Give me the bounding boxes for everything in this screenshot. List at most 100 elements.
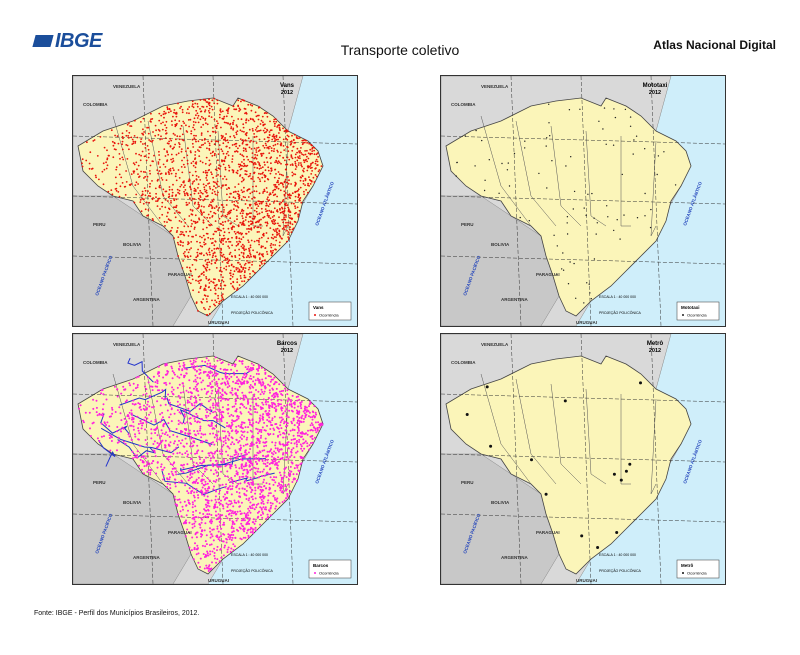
occurrence-dot [274,441,277,444]
occurrence-dot [196,470,199,473]
occurrence-dot [189,360,192,363]
occurrence-dot [198,150,201,152]
occurrence-dot [249,192,252,195]
occurrence-dot [292,227,295,230]
occurrence-dot [226,475,229,478]
occurrence-dot [227,164,230,167]
occurrence-dot [246,398,249,401]
occurrence-dot [239,138,242,140]
occurrence-dot [217,498,220,501]
occurrence-dot [95,406,98,409]
occurrence-dot [273,497,276,499]
occurrence-dot [159,437,161,439]
state-border [480,373,532,485]
occurrence-dot [235,453,237,456]
occurrence-dot [290,202,293,205]
occurrence-dot [191,365,193,368]
map-label: BOLIVIA [491,242,510,247]
occurrence-dot [204,171,207,174]
occurrence-dot [254,520,257,523]
occurrence-dot [250,148,253,150]
occurrence-dot [260,207,263,210]
occurrence-dot [232,123,234,126]
occurrence-dot [265,187,268,189]
occurrence-dot [197,149,199,151]
occurrence-dot [214,240,217,243]
occurrence-dot [276,210,279,213]
occurrence-dot [248,421,251,424]
occurrence-dot [191,213,194,216]
occurrence-dot [245,494,248,497]
occurrence-dot [247,213,250,215]
occurrence-dot [215,390,218,393]
occurrence-dot [243,456,246,459]
occurrence-dot [201,161,204,164]
occurrence-dot [254,161,256,164]
occurrence-dot [154,428,157,431]
occurrence-dot [207,373,209,376]
occurrence-dot [214,255,217,258]
occurrence-dot [166,106,169,109]
occurrence-dot [280,448,283,451]
occurrence-dot [207,220,210,223]
occurrence-dot [231,441,234,444]
occurrence-dot [219,418,221,420]
occurrence-dot [221,160,223,163]
occurrence-dot [263,146,266,149]
occurrence-dot [121,140,124,143]
occurrence-dot [166,221,168,224]
occurrence-dot [139,420,142,423]
occurrence-dot [187,479,190,482]
occurrence-dot [216,120,218,122]
occurrence-dot [551,160,553,162]
occurrence-dot [166,108,169,111]
occurrence-dot [284,225,286,227]
occurrence-dot [208,159,211,162]
occurrence-dot [257,458,260,461]
occurrence-dot [214,480,217,483]
occurrence-dot [250,239,253,242]
graticule [73,135,357,145]
occurrence-dot [233,373,236,376]
occurrence-dot [231,536,234,539]
occurrence-dot [159,413,162,416]
occurrence-dot [173,440,176,443]
occurrence-dot [272,228,275,231]
occurrence-dot [294,156,297,159]
occurrence-dot [308,185,310,187]
map-label: BOLIVIA [491,500,510,505]
occurrence-dot [242,376,244,379]
occurrence-dot [260,119,263,122]
occurrence-dot [207,384,210,387]
occurrence-dot [266,458,269,461]
occurrence-dot [114,188,117,190]
occurrence-dot [149,192,151,195]
occurrence-dot [248,266,251,269]
occurrence-dot [89,151,92,154]
occurrence-dot [186,255,189,258]
occurrence-dot [212,176,215,179]
map-label: PERU [93,480,106,485]
occurrence-dot [99,136,102,138]
occurrence-dot [96,437,99,440]
occurrence-dot [241,404,244,406]
occurrence-dot [262,462,265,465]
occurrence-dot [224,486,227,489]
occurrence-dot [198,368,201,371]
occurrence-dot [166,477,169,480]
occurrence-dot [242,149,245,152]
occurrence-dot [256,114,259,117]
occurrence-dot [256,463,258,466]
occurrence-dot [103,435,105,438]
occurrence-dot [272,494,275,497]
occurrence-dot [155,192,157,195]
occurrence-dot [270,236,273,239]
occurrence-dot [248,385,251,388]
occurrence-dot [273,176,276,179]
occurrence-dot [127,433,130,436]
occurrence-dot [240,180,243,183]
occurrence-dot [201,482,204,485]
occurrence-dot [131,143,134,145]
occurrence-dot [194,452,197,455]
occurrence-dot [242,209,245,212]
